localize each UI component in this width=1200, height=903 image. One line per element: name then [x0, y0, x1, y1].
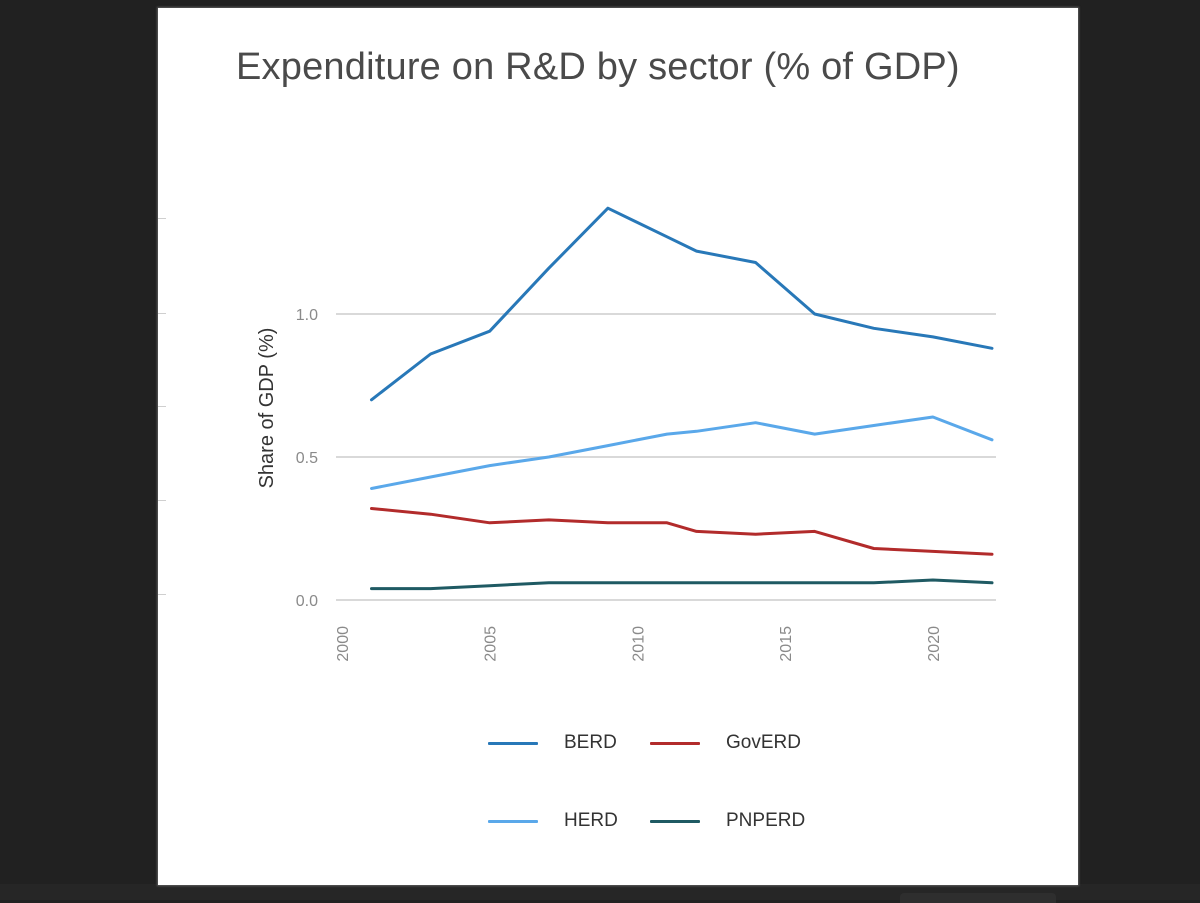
legend-label: GovERD — [726, 732, 801, 753]
x-tick-label: 2015 — [778, 626, 795, 662]
legend-swatch — [650, 819, 700, 823]
series-line-herd — [370, 415, 994, 490]
legend-label: PNPERD — [726, 810, 806, 831]
y-axis-ticks: 0.0 0.5 1.0 — [296, 307, 318, 610]
x-tick-label: 2005 — [483, 626, 500, 662]
edge-tick — [158, 218, 166, 219]
x-tick-label: 2010 — [630, 626, 647, 662]
y-tick-label: 1.0 — [296, 307, 318, 324]
edge-tick — [158, 313, 166, 314]
y-tick-label: 0.0 — [296, 593, 318, 610]
edge-tick — [158, 406, 166, 407]
legend-item-pnperd[interactable]: PNPERD — [650, 810, 805, 832]
legend-swatch — [488, 741, 538, 745]
legend-swatch — [488, 819, 538, 823]
series-line-berd — [370, 206, 994, 402]
plot-area: 0.0 0.5 1.0 2000 2005 2010 2015 2020 Share of … — [256, 206, 996, 662]
y-tick-label: 0.5 — [296, 450, 318, 467]
edge-tick — [158, 594, 166, 595]
chart-title: Expenditure on R&D by sector (% of GDP) — [236, 46, 960, 88]
legend-item-herd[interactable]: HERD — [488, 810, 618, 832]
x-tick-label: 2000 — [335, 626, 352, 662]
x-tick-label: 2020 — [926, 626, 943, 662]
x-axis-ticks: 2000 2005 2010 2015 2020 — [335, 626, 943, 662]
legend-label: HERD — [564, 810, 618, 831]
gridlines — [336, 313, 996, 601]
legend-swatch — [650, 741, 700, 745]
legend-item-berd[interactable]: BERD — [488, 732, 617, 754]
edge-tick — [158, 500, 166, 501]
legend-label: BERD — [564, 732, 617, 753]
y-axis-label: Share of GDP (%) — [256, 328, 278, 489]
series-lines — [370, 206, 994, 591]
series-line-pnperd — [370, 578, 994, 591]
legend-item-goverd[interactable]: GovERD — [650, 732, 801, 754]
bottom-tab[interactable] — [900, 893, 1056, 903]
series-line-goverd — [370, 507, 994, 556]
chart-card: Expenditure on R&D by sector (% of GDP) … — [158, 8, 1078, 885]
